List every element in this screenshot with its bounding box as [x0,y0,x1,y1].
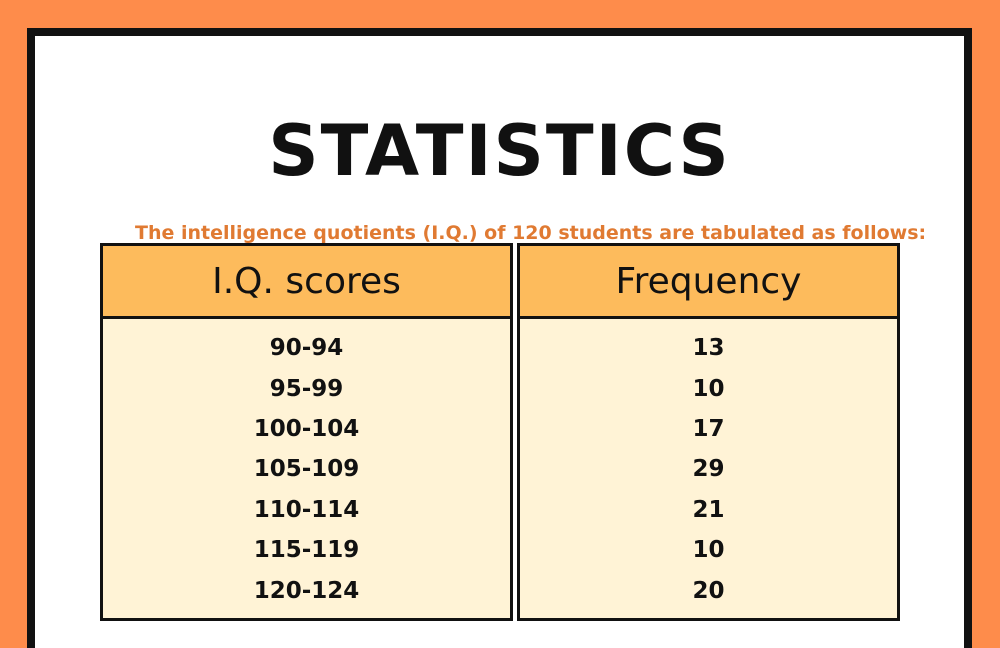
iq-frequency-table: I.Q. scores 90-94 95-99 100-104 105-109 … [100,243,900,621]
column-header-frequency: Frequency [520,246,897,319]
table-cell-frequency: 21 [692,496,725,523]
column-header-iq-scores: I.Q. scores [103,246,510,319]
table-cell-iq-score: 105-109 [253,456,360,483]
table-cell-iq-score: 100-104 [253,415,360,442]
table-cell-iq-score: 120-124 [253,577,360,604]
table-cell-frequency: 13 [692,335,725,362]
page-title: STATISTICS [268,110,731,192]
table-cell-frequency: 20 [692,577,725,604]
table-cell-frequency: 29 [692,456,725,483]
table-cell-iq-score: 95-99 [269,375,344,402]
table-cell-iq-score: 90-94 [269,335,344,362]
table-cell-iq-score: 110-114 [253,496,360,523]
table-cell-frequency: 17 [692,415,725,442]
frequency-column: Frequency 13 10 17 29 21 10 20 [517,243,900,621]
table-cell-frequency: 10 [692,537,725,564]
table-cell-frequency: 10 [692,375,725,402]
table-cell-iq-score: 115-119 [253,537,360,564]
page-subtitle: The intelligence quotients (I.Q.) of 120… [135,222,927,244]
iq-scores-column: I.Q. scores 90-94 95-99 100-104 105-109 … [100,243,513,621]
